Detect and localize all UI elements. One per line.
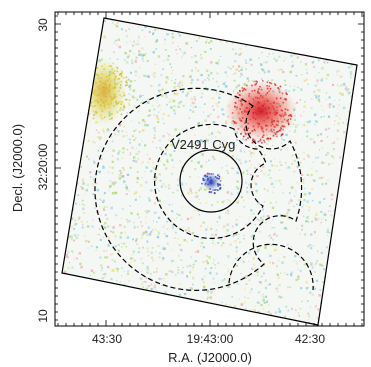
- y-tick-label: 32:20:00: [36, 143, 50, 190]
- image-boundary: [61, 17, 358, 326]
- x-tick-label: 19:43:00: [187, 332, 234, 346]
- annulus-outer-boundary: [94, 87, 303, 291]
- y-tick-label: 10: [36, 309, 50, 323]
- x-tick-label: 42:30: [295, 332, 325, 346]
- target-source-blue: [202, 173, 220, 191]
- source-label: V2491 Cyg: [171, 137, 235, 152]
- x-axis-title: R.A. (J2000.0): [168, 350, 252, 365]
- y-axis-title: Decl. (J2000.0): [10, 124, 25, 212]
- axis-ticks: [55, 12, 364, 326]
- bright-source-red: [225, 81, 297, 141]
- source-region-circle: [179, 149, 243, 213]
- y-tick-label: 30: [36, 18, 50, 32]
- annulus-inner-boundary: [153, 123, 267, 239]
- background-annulus: [94, 87, 314, 291]
- x-tick-label: 43:30: [92, 332, 122, 346]
- excluded-region-arc: [228, 243, 314, 291]
